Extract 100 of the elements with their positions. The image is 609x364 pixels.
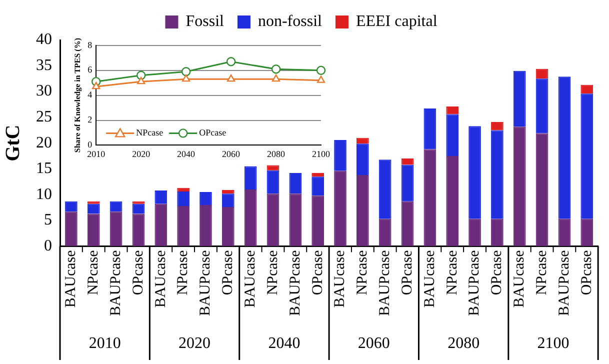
point	[316, 76, 326, 83]
x-tick-label: BAUPcase	[198, 250, 214, 316]
bar	[491, 130, 504, 219]
x-tick-label: 2060	[222, 148, 241, 159]
y-tick-label: 15	[36, 160, 52, 178]
y-tick-label: 8	[88, 40, 93, 50]
text: 2040	[268, 335, 300, 352]
bar	[244, 189, 257, 246]
bar	[334, 140, 346, 171]
x-tick-label: BAUcase	[242, 250, 259, 308]
text: 2020	[178, 335, 211, 352]
x-tick-label: 2080	[267, 148, 286, 159]
x-tick-label: 2010	[87, 148, 106, 159]
x-tick-label: NPcase	[175, 250, 192, 296]
bar	[513, 70, 526, 127]
bar	[401, 164, 414, 202]
bar	[222, 207, 234, 246]
bar	[580, 94, 594, 219]
bar	[446, 114, 459, 156]
bar	[266, 194, 280, 246]
x-tick-label: BAUPcase	[377, 250, 394, 316]
bar	[312, 172, 324, 177]
bar	[401, 201, 414, 246]
bar	[446, 156, 459, 246]
bar	[200, 204, 212, 246]
x-tick-label: OPcase	[489, 250, 506, 296]
x-tick-label: OPcase	[130, 250, 146, 296]
x-tick-label: NPcase	[86, 250, 102, 296]
bar	[110, 212, 122, 246]
y-tick-label: 30	[36, 82, 52, 100]
x-tick-label: BAUPcase	[108, 250, 124, 316]
x-tick-label: NPcase	[444, 250, 460, 296]
text: 2060	[358, 335, 390, 352]
bar	[132, 214, 145, 246]
bar	[491, 218, 504, 246]
bar	[87, 214, 100, 246]
bar	[424, 108, 436, 150]
point	[182, 74, 190, 82]
x-tick-label: NPcase	[354, 250, 371, 296]
bar	[378, 160, 392, 219]
x-tick-label: OPcase	[220, 250, 236, 296]
x-tick-label: OPcase	[310, 250, 326, 296]
y-tick-label: 10	[36, 186, 52, 203]
legend-label: EEEI capital	[356, 13, 438, 30]
y-axis-title: Share of Knowledge in TPES (%)	[72, 38, 82, 153]
legend-label: OPcase	[199, 128, 226, 138]
bar	[513, 126, 526, 246]
x-tick-label: BAUcase	[422, 250, 438, 308]
bar	[536, 78, 548, 134]
y-tick-label: 20	[36, 134, 52, 152]
bar	[65, 212, 78, 246]
y-tick-label: 40	[36, 31, 52, 48]
text: 2080	[448, 335, 480, 352]
x-tick-label: NPcase	[264, 250, 281, 296]
legend-label: non-fossil	[258, 13, 323, 30]
x-tick-label: BAUPcase	[556, 250, 572, 316]
point	[181, 67, 191, 76]
bar	[468, 218, 481, 246]
bar	[154, 204, 168, 246]
x-tick-label: BAUcase	[332, 250, 348, 308]
bar	[177, 188, 190, 192]
x-tick-label: 2100	[312, 148, 330, 159]
y-tick-label: 2	[88, 114, 92, 125]
x-tick-label: BAUcase	[152, 250, 169, 308]
x-tick-label: OPcase	[578, 250, 595, 296]
point	[316, 66, 326, 75]
y-tick-label: 6	[88, 64, 93, 75]
point	[226, 74, 236, 82]
point	[226, 57, 236, 66]
y-tick-label: 4	[88, 90, 93, 100]
bar	[468, 126, 481, 219]
y-axis-title: GtC	[2, 124, 24, 162]
x-tick-label: OPcase	[399, 250, 416, 296]
bar	[177, 206, 190, 246]
legend-label: Fossil	[186, 13, 225, 30]
x-tick-label: BAUPcase	[466, 250, 483, 316]
x-tick-label: BAUcase	[63, 250, 80, 308]
point	[272, 74, 280, 82]
bar	[378, 218, 392, 246]
bar	[401, 158, 414, 165]
point	[271, 64, 281, 74]
bar	[289, 194, 302, 246]
bar	[356, 144, 369, 176]
x-tick-label: NPcase	[534, 250, 550, 296]
x-tick-label: 2020	[132, 148, 151, 159]
bar	[244, 166, 257, 190]
bar	[356, 175, 369, 246]
bar	[536, 133, 548, 246]
bar	[424, 149, 436, 246]
y-tick-label: 25	[36, 108, 52, 126]
x-tick-label: BAUPcase	[287, 250, 304, 316]
bar	[222, 190, 234, 194]
bar	[289, 172, 302, 194]
y-tick-label: 0	[44, 237, 52, 254]
x-tick-label: BAUcase	[512, 250, 528, 308]
point	[137, 76, 146, 84]
bar	[312, 196, 324, 246]
bar	[558, 76, 571, 219]
bar	[334, 170, 346, 246]
y-tick-label: 35	[36, 56, 52, 74]
